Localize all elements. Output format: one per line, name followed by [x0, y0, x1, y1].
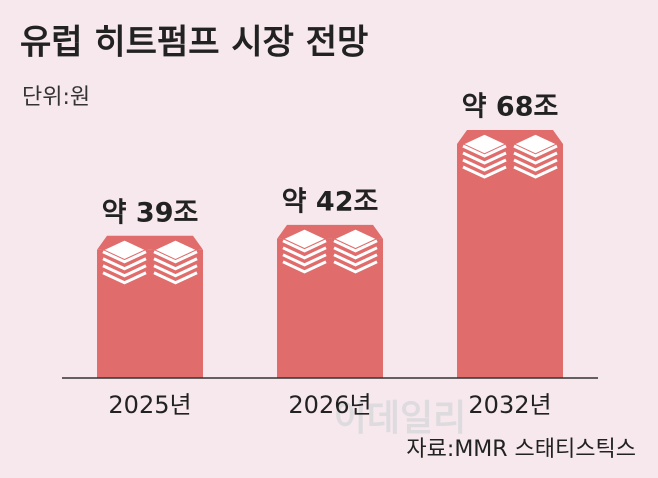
bill-edge [333, 260, 378, 274]
bill-top [461, 133, 508, 155]
x-tick-label: 2026년 [288, 391, 371, 419]
bill-edge [102, 257, 147, 271]
bill-edge [333, 239, 378, 253]
bill-edge [513, 151, 558, 165]
bill-top [512, 133, 559, 155]
bill-edge [513, 144, 558, 158]
bill-edge [513, 158, 558, 172]
bill-top [101, 238, 148, 261]
value-label: 약 39조 [102, 197, 199, 228]
bill-edge [462, 151, 507, 165]
bill-top [152, 238, 199, 261]
bill-top [281, 227, 328, 250]
source: 자료:MMR 스태티스틱스 [406, 437, 636, 462]
bill-stack [281, 227, 379, 274]
bill-top [332, 227, 379, 250]
bill-edge [462, 158, 507, 172]
chart-title: 유럽 히트펌프 시장 전망 [20, 23, 368, 63]
bill-edge [282, 246, 327, 260]
bill-edge [153, 257, 198, 271]
x-tick-label: 2032년 [468, 391, 551, 419]
bar [457, 144, 563, 378]
bill-edge [102, 271, 147, 285]
bill-edge [513, 165, 558, 179]
bill-edge [333, 246, 378, 260]
bill-edge [102, 264, 147, 278]
value-label: 약 68조 [462, 92, 559, 123]
bill-edge [153, 264, 198, 278]
bill-edge [153, 271, 198, 285]
x-tick-label: 2025년 [108, 391, 191, 419]
bill-edge [282, 260, 327, 274]
bill-edge [333, 253, 378, 267]
bill-edge [102, 250, 147, 264]
bill-edge [462, 165, 507, 179]
bar [277, 238, 383, 378]
bill-edge [282, 253, 327, 267]
watermark: 이데일리 [334, 398, 466, 439]
subtitle: 단위:원 [22, 85, 90, 110]
bill-edge [282, 239, 327, 253]
bill-stack [101, 238, 199, 285]
bill-stack [461, 133, 559, 179]
value-label: 약 42조 [282, 186, 379, 217]
bill-edge [153, 250, 198, 264]
bill-edge [462, 144, 507, 158]
